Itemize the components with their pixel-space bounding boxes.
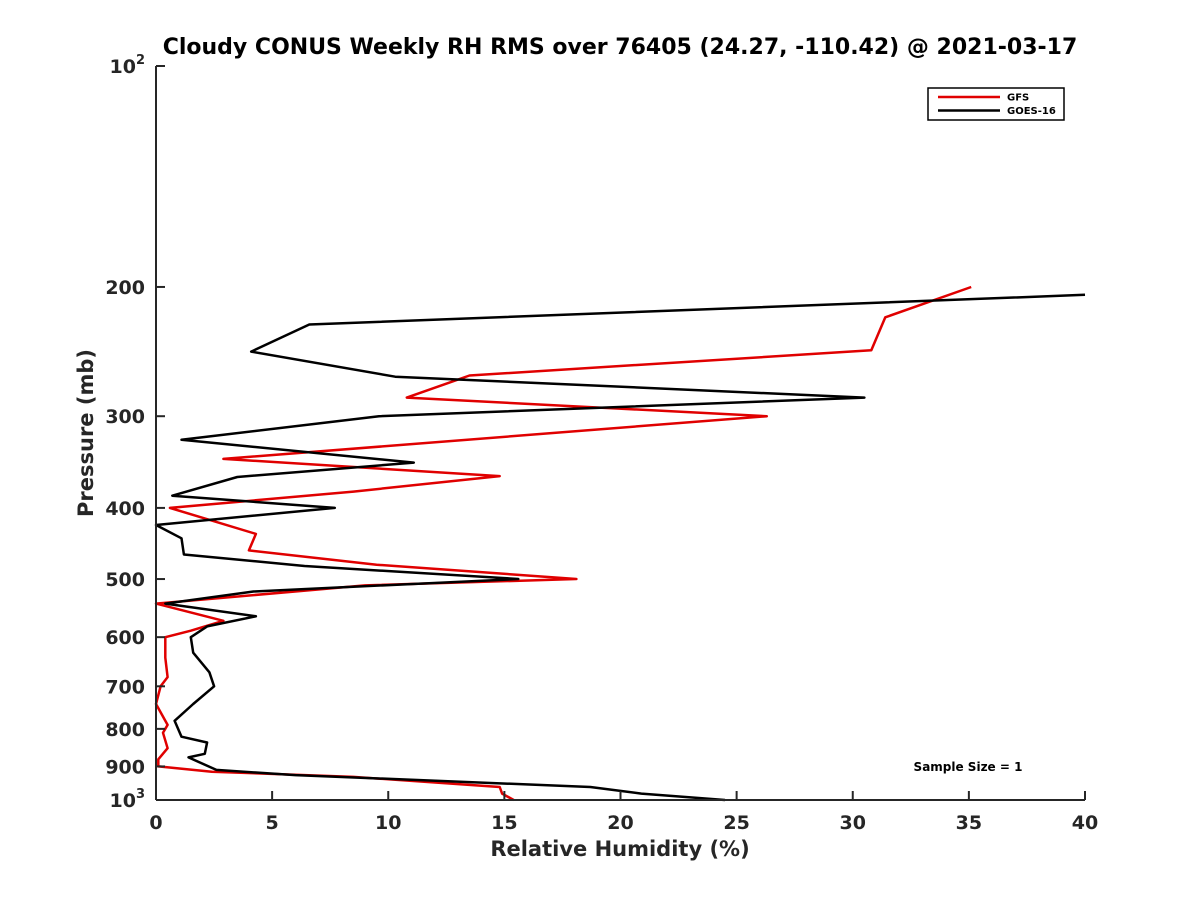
y-tick-label: 400	[105, 498, 145, 520]
y-tick-label: 300	[105, 406, 145, 428]
y-tick-label: 103	[110, 787, 146, 812]
series-line-goes-16	[154, 293, 1086, 802]
x-tick-label: 15	[491, 812, 517, 834]
x-tick-label: 35	[956, 812, 982, 834]
y-tick-label: 200	[105, 277, 145, 299]
x-tick-label: 5	[266, 812, 279, 834]
series-line-gfs	[154, 285, 972, 802]
legend: GFS GOES-16	[927, 87, 1065, 121]
x-axis-label: Relative Humidity (%)	[490, 837, 749, 861]
x-tick-label: 25	[723, 812, 749, 834]
y-tick-label: 102	[110, 53, 146, 78]
axes-layer: 0 5 10 15 20 25 30 35 40 102 200 300 400 500 600 700 800…	[105, 53, 1098, 834]
chart-title: Cloudy CONUS Weekly RH RMS over 76405 (2…	[163, 35, 1078, 60]
legend-label: GOES-16	[1007, 106, 1056, 117]
series-layer	[154, 285, 1086, 802]
y-tick-label: 600	[105, 627, 145, 649]
y-tick-label: 500	[105, 569, 145, 591]
x-tick-label: 20	[607, 812, 633, 834]
legend-box	[927, 87, 1065, 121]
x-tick-label: 0	[149, 812, 162, 834]
x-tick-label: 10	[375, 812, 401, 834]
y-tick-label: 900	[105, 756, 145, 778]
y-tick-label: 700	[105, 676, 145, 698]
legend-label: GFS	[1007, 93, 1029, 104]
y-axis-label: Pressure (mb)	[74, 349, 98, 517]
y-tick-label: 800	[105, 719, 145, 741]
x-tick-label: 40	[1072, 812, 1098, 834]
sample-size-annotation: Sample Size = 1	[914, 760, 1023, 774]
x-tick-label: 30	[840, 812, 866, 834]
